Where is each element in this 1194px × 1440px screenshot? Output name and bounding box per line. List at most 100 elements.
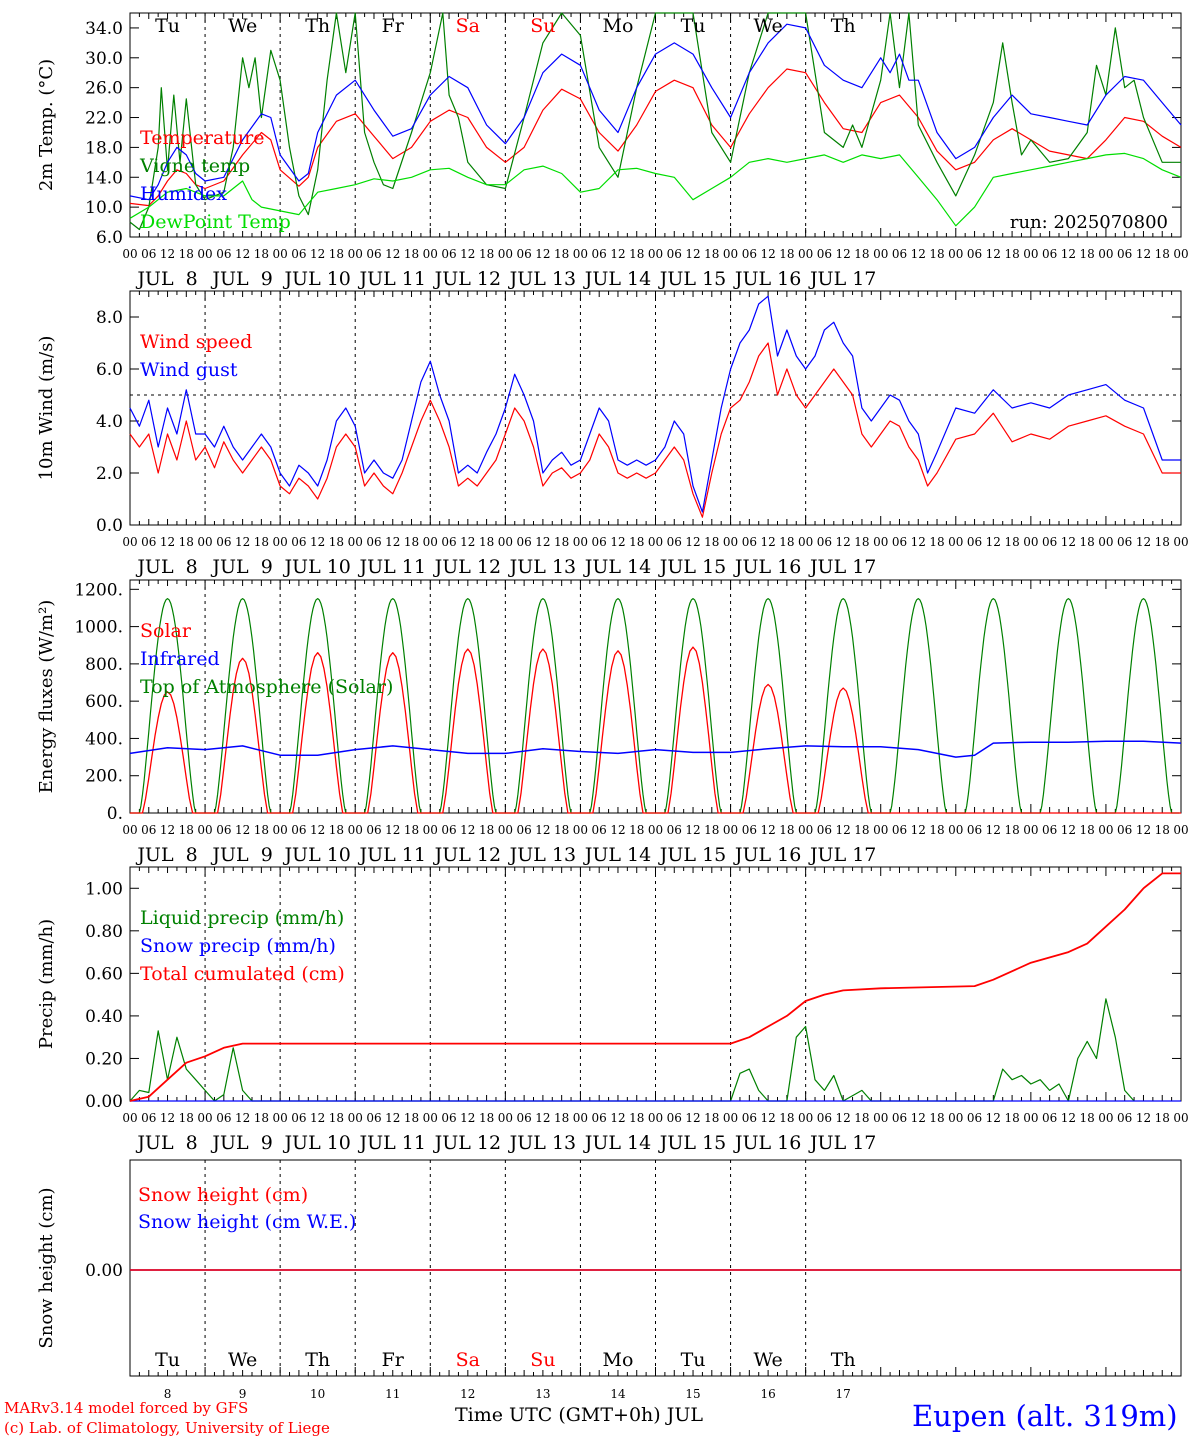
wind-hour-tick-label: 06 [291, 535, 306, 549]
temp-series-dewpoint-temp [129, 152, 1182, 227]
energy-hour-tick-label: 18 [929, 823, 944, 837]
temp-weekday-label: We [753, 15, 782, 37]
wind-hour-tick-label: 06 [516, 535, 531, 549]
precip-hour-tick-label: 06 [216, 1111, 231, 1125]
precip-hour-tick-label: 00 [798, 1111, 813, 1125]
precip-hour-tick-label: 18 [179, 1111, 194, 1125]
wind-hour-tick-label: 12 [1136, 535, 1151, 549]
energy-y-tick-label: 400. [85, 729, 123, 749]
precip-date-label: JUL 8 [135, 1132, 197, 1154]
wind-hour-tick-label: 12 [460, 535, 475, 549]
energy-hour-tick-label: 06 [967, 823, 982, 837]
temp-hour-tick-label: 18 [254, 247, 269, 261]
energy-hour-tick-label: 18 [1155, 823, 1170, 837]
energy-hour-tick-label: 06 [817, 823, 832, 837]
precip-hour-tick-label: 12 [986, 1111, 1001, 1125]
wind-hour-tick-label: 12 [610, 535, 625, 549]
precip-date-label: JUL 16 [733, 1132, 801, 1154]
temp-hour-tick-label: 12 [610, 247, 625, 261]
run-annotation: run: 2025070800 [1010, 212, 1168, 233]
temp-hour-tick-label: 00 [948, 247, 963, 261]
snow-weekday-label: We [753, 1349, 782, 1371]
snow-weekday-label: Mo [603, 1349, 634, 1371]
energy-date-label: JUL 11 [358, 844, 426, 866]
day-number-label: 16 [760, 1387, 775, 1401]
wind-hour-tick-label: 06 [141, 535, 156, 549]
precip-date-label: JUL 15 [658, 1132, 726, 1154]
temp-hour-tick-label: 18 [854, 247, 869, 261]
energy-hour-tick-label: 00 [573, 823, 588, 837]
precip-hour-tick-label: 12 [535, 1111, 550, 1125]
energy-hour-tick-label: 06 [1042, 823, 1057, 837]
day-number-label: 13 [535, 1387, 550, 1401]
wind-series-wind-speed [129, 342, 1181, 518]
temp-hour-tick-label: 06 [141, 247, 156, 261]
energy-y-tick-label: 1200. [74, 580, 123, 600]
energy-hour-tick-label: 00 [197, 823, 212, 837]
energy-hour-tick-label: 12 [1061, 823, 1076, 837]
legend-entry: Top of Atmosphere (Solar) [140, 676, 393, 698]
wind-hour-tick-label: 00 [1173, 535, 1188, 549]
temp-hour-tick-label: 00 [648, 247, 663, 261]
wind-hour-tick-label: 18 [404, 535, 419, 549]
legend-entry: Solar [140, 620, 192, 642]
energy-hour-tick-label: 00 [723, 823, 738, 837]
temp-hour-tick-label: 00 [723, 247, 738, 261]
legend-entry: Total cumulated (cm) [140, 963, 345, 985]
energy-hour-tick-label: 00 [122, 823, 137, 837]
temp-hour-tick-label: 12 [685, 247, 700, 261]
temp-hour-tick-label: 12 [1136, 247, 1151, 261]
wind-hour-tick-label: 00 [1023, 535, 1038, 549]
energy-hour-tick-label: 18 [1004, 823, 1019, 837]
temp-date-label: JUL 9 [210, 268, 272, 290]
temp-hour-tick-label: 06 [516, 247, 531, 261]
precip-hour-tick-label: 00 [1098, 1111, 1113, 1125]
temp-date-label: JUL 15 [658, 268, 726, 290]
precip-hour-tick-label: 12 [235, 1111, 250, 1125]
precip-hour-tick-label: 06 [742, 1111, 757, 1125]
temp-hour-tick-label: 06 [742, 247, 757, 261]
wind-hour-tick-label: 00 [948, 535, 963, 549]
snow-weekday-label: Sa [456, 1349, 480, 1371]
wind-hour-tick-label: 00 [873, 535, 888, 549]
temp-series-temperature [129, 68, 1182, 207]
energy-hour-tick-label: 00 [1098, 823, 1113, 837]
precip-hour-tick-label: 06 [291, 1111, 306, 1125]
wind-hour-tick-label: 12 [535, 535, 550, 549]
energy-hour-tick-label: 06 [216, 823, 231, 837]
precip-y-tick-label: 0.00 [85, 1092, 123, 1112]
temp-hour-tick-label: 00 [122, 247, 137, 261]
precip-hour-tick-label: 18 [929, 1111, 944, 1125]
wind-date-label: JUL 12 [433, 556, 501, 578]
energy-date-label: JUL 17 [808, 844, 876, 866]
wind-hour-tick-label: 18 [179, 535, 194, 549]
wind-hour-tick-label: 12 [836, 535, 851, 549]
precip-hour-tick-label: 06 [141, 1111, 156, 1125]
wind-y-tick-label: 6.0 [96, 360, 123, 380]
temp-date-label: JUL 12 [433, 268, 501, 290]
precip-hour-tick-label: 00 [573, 1111, 588, 1125]
wind-date-label: JUL 14 [583, 556, 651, 578]
temp-hour-tick-label: 18 [404, 247, 419, 261]
energy-date-label: JUL 8 [135, 844, 197, 866]
energy-hour-tick-label: 12 [385, 823, 400, 837]
precip-date-label: JUL 10 [282, 1132, 350, 1154]
wind-date-label: JUL 10 [282, 556, 350, 578]
energy-hour-tick-label: 18 [704, 823, 719, 837]
precip-hour-tick-label: 06 [967, 1111, 982, 1125]
legend-entry: Humidex [140, 183, 227, 205]
energy-date-label: JUL 14 [583, 844, 651, 866]
energy-y-tick-label: 600. [85, 692, 123, 712]
wind-date-label: JUL 17 [808, 556, 876, 578]
temp-date-label: JUL 16 [733, 268, 801, 290]
wind-y-tick-label: 2.0 [96, 464, 123, 484]
precip-y-tick-label: 0.80 [85, 922, 123, 942]
energy-hour-tick-label: 12 [685, 823, 700, 837]
station-name: Eupen (alt. 319m) [912, 1399, 1178, 1433]
energy-hour-tick-label: 12 [1136, 823, 1151, 837]
energy-hour-tick-label: 12 [235, 823, 250, 837]
temp-hour-tick-label: 18 [554, 247, 569, 261]
temp-hour-tick-label: 12 [911, 247, 926, 261]
snow-weekday-label: Su [530, 1349, 555, 1371]
wind-hour-tick-label: 12 [986, 535, 1001, 549]
